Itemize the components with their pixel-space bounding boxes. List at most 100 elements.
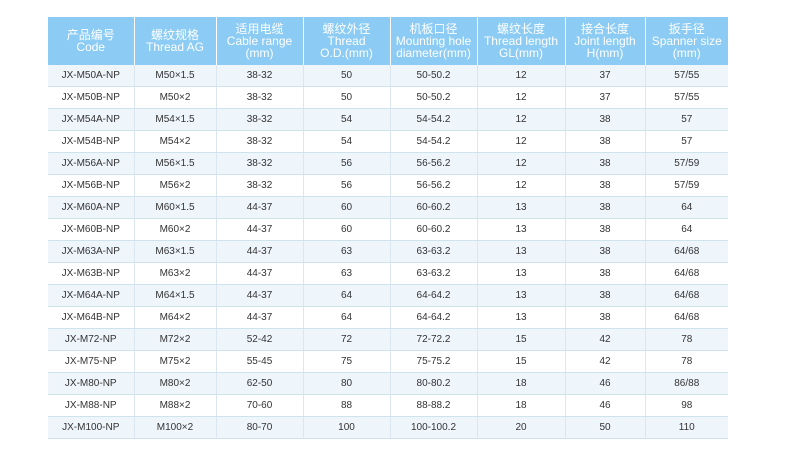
- table-cell: 18: [476, 372, 565, 395]
- column-header: 产品编号 Code: [48, 17, 134, 65]
- table-row: JX-M100-NP M100×2 80-70 100 100-100.2 20 50 110: [48, 416, 728, 439]
- table-cell: 80-70: [215, 416, 303, 439]
- table-cell: 70-60: [215, 394, 303, 417]
- table-row: JX-M63B-NP M63×2 44-37 63 63-63.2 13 38 64/68: [48, 262, 728, 285]
- table-cell: 38-32: [215, 65, 303, 87]
- table-cell: 54-54.2: [389, 108, 477, 131]
- column-header-unit: H(mm): [586, 46, 624, 60]
- table-cell: 13: [476, 306, 565, 329]
- table-row: JX-M50B-NP M50×2 38-32 50 50-50.2 12 37 57/55: [48, 86, 728, 109]
- table-row: JX-M50A-NP M50×1.5 38-32 50 50-50.2 12 37 57/55: [48, 65, 728, 87]
- table-cell: 75-75.2: [389, 350, 477, 373]
- column-header-unit: O.D.(mm): [320, 46, 373, 60]
- table-cell: 78: [644, 328, 728, 351]
- column-header-unit: (mm): [672, 46, 701, 60]
- table-row: JX-M64B-NP M64×2 44-37 64 64-64.2 13 38 64/68: [48, 306, 728, 329]
- table-row: JX-M56A-NP M56×1.5 38-32 56 56-56.2 12 38 57/59: [48, 152, 728, 175]
- table-cell: 42: [564, 350, 645, 373]
- table-cell: 64/68: [644, 240, 728, 263]
- column-header-zh: 接合长度: [580, 22, 629, 36]
- table-cell: 86/88: [644, 372, 728, 395]
- column-header-en: Thread length: [483, 34, 559, 48]
- table-cell: 56: [302, 174, 390, 197]
- table-cell: JX-M64B-NP: [48, 306, 134, 329]
- table-cell: 62-50: [215, 372, 303, 395]
- table-body: JX-M50A-NP M50×1.5 38-32 50 50-50.2 12 37 57/55…: [48, 65, 728, 439]
- table-cell: JX-M54B-NP: [48, 130, 134, 153]
- column-header-en: Cable range: [226, 34, 293, 48]
- table-cell: 64-64.2: [389, 284, 477, 307]
- table-cell: JX-M63B-NP: [48, 262, 134, 285]
- table-cell: 38: [564, 306, 645, 329]
- table-cell: 57: [644, 130, 728, 153]
- table-cell: M56×1.5: [133, 152, 216, 175]
- table-cell: 75: [302, 350, 390, 373]
- table-cell: 44-37: [215, 306, 303, 329]
- table-cell: 15: [476, 350, 565, 373]
- table-cell: 12: [476, 130, 565, 153]
- column-header: 适用电缆 Cable range (mm): [215, 17, 303, 65]
- table-cell: 72-72.2: [389, 328, 477, 351]
- table-cell: JX-M63A-NP: [48, 240, 134, 263]
- table-cell: M50×2: [133, 86, 216, 109]
- table-cell: 38: [564, 284, 645, 307]
- table-cell: 38: [564, 196, 645, 219]
- table-cell: JX-M54A-NP: [48, 108, 134, 131]
- table-cell: 60-60.2: [389, 218, 477, 241]
- table-cell: 42: [564, 328, 645, 351]
- table-cell: 38-32: [215, 174, 303, 197]
- table-cell: 88-88.2: [389, 394, 477, 417]
- table-cell: 12: [476, 174, 565, 197]
- table-cell: M63×2: [133, 262, 216, 285]
- table-cell: M88×2: [133, 394, 216, 417]
- table-cell: 50-50.2: [389, 86, 477, 109]
- table-cell: 60-60.2: [389, 196, 477, 219]
- table-cell: 44-37: [215, 284, 303, 307]
- table-cell: 64-64.2: [389, 306, 477, 329]
- table-cell: 63: [302, 240, 390, 263]
- table-cell: 13: [476, 262, 565, 285]
- column-header-zh: 螺纹外径: [322, 22, 371, 36]
- table-cell: 38: [564, 240, 645, 263]
- spec-table: 产品编号 Code 螺纹规格 Thread AG 适用电缆 Cable range (mm)…: [48, 17, 728, 439]
- table-cell: 64: [644, 218, 728, 241]
- table-cell: M64×2: [133, 306, 216, 329]
- table-cell: JX-M72-NP: [48, 328, 134, 351]
- table-cell: 38-32: [215, 86, 303, 109]
- table-cell: 54: [302, 130, 390, 153]
- table-cell: 50-50.2: [389, 65, 477, 87]
- table-cell: 20: [476, 416, 565, 439]
- table-row: JX-M60B-NP M60×2 44-37 60 60-60.2 13 38 64: [48, 218, 728, 241]
- table-cell: 56-56.2: [389, 174, 477, 197]
- table-cell: JX-M100-NP: [48, 416, 134, 439]
- table-cell: JX-M50A-NP: [48, 65, 134, 87]
- table-row: JX-M64A-NP M64×1.5 44-37 64 64-64.2 13 38 64/68: [48, 284, 728, 307]
- table-cell: 15: [476, 328, 565, 351]
- table-cell: 80: [302, 372, 390, 395]
- table-cell: JX-M60B-NP: [48, 218, 134, 241]
- table-cell: 44-37: [215, 262, 303, 285]
- table-cell: 54-54.2: [389, 130, 477, 153]
- table-cell: 57/55: [644, 65, 728, 87]
- table-cell: 12: [476, 152, 565, 175]
- table-cell: M75×2: [133, 350, 216, 373]
- column-header-en: Thread AG: [145, 40, 205, 54]
- table-cell: 57/59: [644, 174, 728, 197]
- table-cell: JX-M88-NP: [48, 394, 134, 417]
- table-cell: 18: [476, 394, 565, 417]
- table-row: JX-M88-NP M88×2 70-60 88 88-88.2 18 46 98: [48, 394, 728, 417]
- table-row: JX-M75-NP M75×2 55-45 75 75-75.2 15 42 78: [48, 350, 728, 373]
- column-header-en: Mounting hole: [395, 34, 472, 48]
- table-cell: 46: [564, 394, 645, 417]
- table-cell: 44-37: [215, 240, 303, 263]
- table-row: JX-M60A-NP M60×1.5 44-37 60 60-60.2 13 38 64: [48, 196, 728, 219]
- table-cell: M64×1.5: [133, 284, 216, 307]
- column-header-en: Joint length: [574, 34, 636, 48]
- table-cell: M50×1.5: [133, 65, 216, 87]
- column-header: 螺纹规格 Thread AG: [133, 17, 216, 65]
- header-row: 产品编号 Code 螺纹规格 Thread AG 适用电缆 Cable range (mm)…: [48, 17, 728, 65]
- table-cell: JX-M50B-NP: [48, 86, 134, 109]
- table-cell: 44-37: [215, 196, 303, 219]
- table-cell: 57/59: [644, 152, 728, 175]
- table-cell: 64: [302, 284, 390, 307]
